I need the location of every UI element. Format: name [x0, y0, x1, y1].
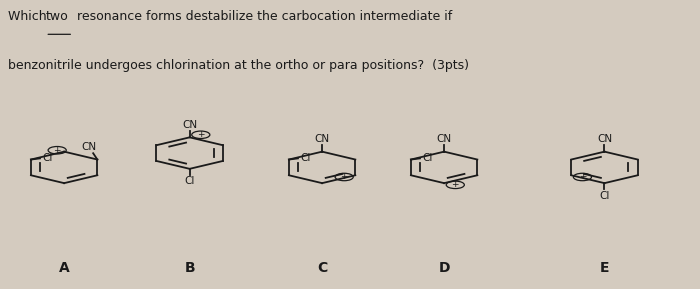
Text: Which: Which	[8, 10, 51, 23]
Text: +: +	[197, 130, 204, 139]
Text: +: +	[452, 180, 459, 189]
Text: Cl: Cl	[599, 190, 610, 201]
Text: resonance forms destabilize the carbocation intermediate if: resonance forms destabilize the carbocat…	[74, 10, 452, 23]
Text: Cl: Cl	[423, 153, 433, 163]
Text: +: +	[579, 173, 586, 181]
Text: C: C	[317, 261, 327, 275]
Text: CN: CN	[182, 120, 197, 130]
Text: A: A	[59, 261, 69, 275]
Text: CN: CN	[314, 134, 330, 144]
Text: benzonitrile undergoes chlorination at the ortho or para positions?  (3pts): benzonitrile undergoes chlorination at t…	[8, 59, 470, 72]
Text: CN: CN	[437, 134, 452, 144]
Text: two: two	[46, 10, 68, 23]
Text: Cl: Cl	[43, 153, 53, 163]
Text: CN: CN	[81, 142, 97, 152]
Text: Cl: Cl	[185, 176, 195, 186]
Text: E: E	[600, 261, 609, 275]
Text: Cl: Cl	[301, 153, 311, 163]
Text: +: +	[53, 146, 61, 155]
Text: D: D	[438, 261, 450, 275]
Text: +: +	[340, 173, 348, 181]
Text: CN: CN	[597, 134, 612, 144]
Text: B: B	[184, 261, 195, 275]
